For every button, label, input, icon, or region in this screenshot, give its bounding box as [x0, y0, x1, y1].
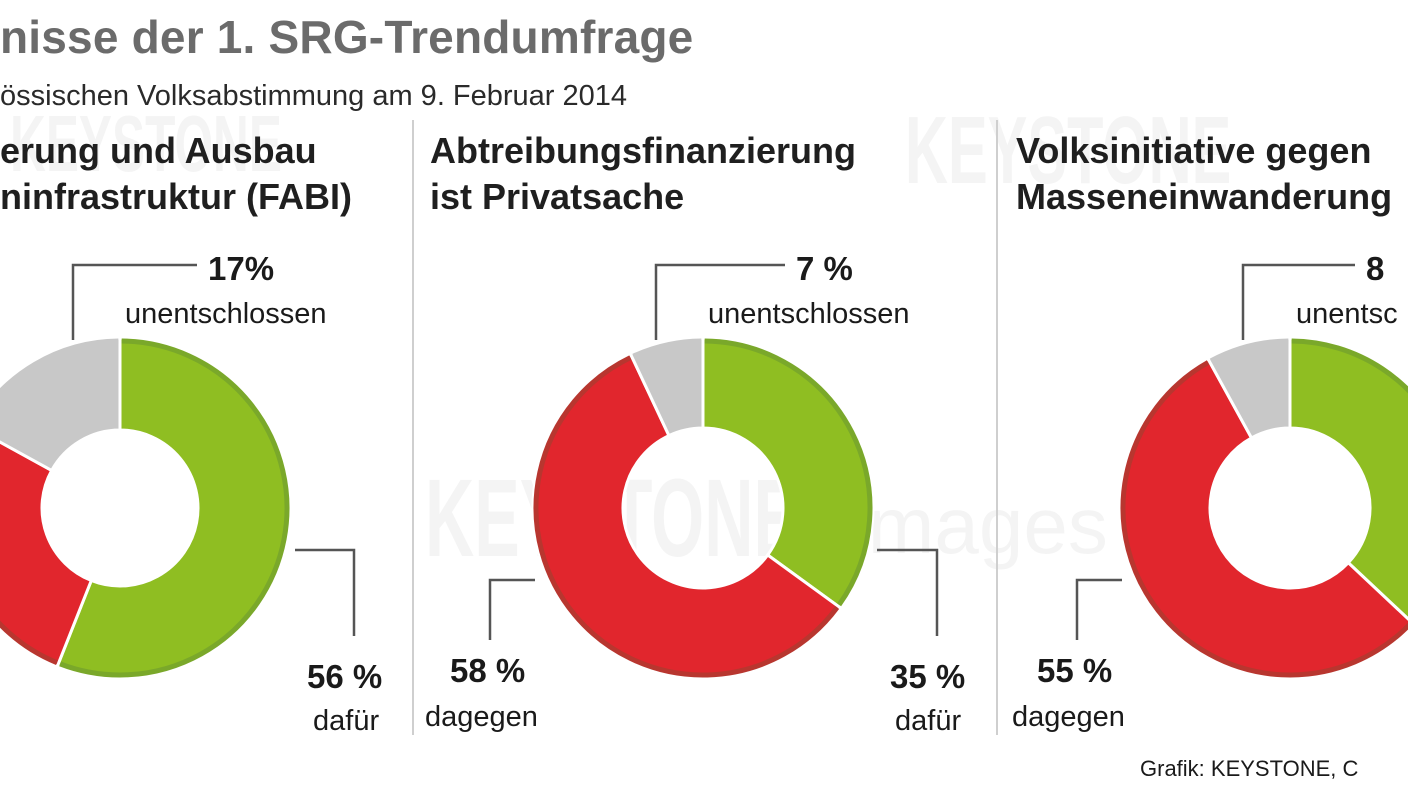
slice-unentschlossen-1	[0, 336, 122, 473]
slice-dagegen-3	[1118, 356, 1408, 680]
panel-1-title-line-2: ninfrastruktur (FABI)	[0, 176, 353, 217]
panel-3-title: Volksinitiative gegen Masseneinwanderung	[1016, 128, 1392, 220]
pct-unentschlossen-2: 7 %	[796, 250, 853, 287]
leader-line-dafuer-1	[295, 548, 356, 636]
pct-unentschlossen-3: 8	[1366, 250, 1384, 287]
label-dagegen-2: dagegen	[425, 701, 538, 733]
slice-dafuer-3	[1288, 336, 1408, 621]
pct-unentschlossen-1: 17%	[208, 250, 274, 287]
panel-2-title: Abtreibungsfinanzierung ist Privatsache	[430, 128, 856, 220]
panel-divider-1	[412, 120, 414, 735]
slice-rim-dagegen-2	[533, 355, 840, 678]
leader-line-dafuer-2	[877, 548, 939, 636]
pct-dagegen-2: 58 %	[450, 652, 525, 689]
label-dagegen-3: dagegen	[1012, 701, 1125, 733]
panel-divider-2	[996, 120, 998, 735]
label-dafuer-1: dafür	[313, 705, 379, 737]
label-unentschlossen-1: unentschlossen	[125, 298, 327, 330]
donut-chart-3: 8 unentsc 55 % dagegen	[1012, 250, 1408, 733]
pct-dafuer-1: 56 %	[307, 658, 382, 695]
slice-unentschlossen-3	[1206, 336, 1292, 440]
slice-dafuer-2	[701, 336, 875, 611]
leader-line-unentschlossen-1	[71, 263, 197, 340]
label-unentschlossen-2: unentschlossen	[708, 298, 910, 330]
slice-rim-unentschlossen-3	[1209, 338, 1289, 364]
pct-dafuer-2: 35 %	[890, 658, 965, 695]
slice-rim-dafuer-3	[1291, 338, 1408, 394]
panel-3-title-line-2: Masseneinwanderung	[1016, 176, 1393, 217]
panel-2-title-line-1: Abtreibungsfinanzierung	[430, 130, 856, 171]
page-title: nisse der 1. SRG-Trendumfrage	[0, 11, 694, 63]
slice-rim-unentschlossen-1	[0, 338, 119, 396]
slice-rim-dafuer-1	[59, 338, 290, 678]
slice-rim-dagegen-1	[0, 620, 58, 665]
page-subtitle: össischen Volksabstimmung am 9. Februar …	[0, 80, 628, 112]
leader-line-dagegen-2	[488, 578, 535, 640]
leader-line-unentschlossen-2	[654, 263, 785, 340]
slice-rim-unentschlossen-2	[632, 338, 702, 359]
slice-dagegen-1	[0, 440, 94, 669]
slice-rim-dagegen-3	[1120, 360, 1408, 678]
slice-rim-dafuer-2	[704, 338, 873, 607]
leader-line-unentschlossen-3	[1241, 263, 1355, 340]
donut-chart-1: 17% unentschlossen 56 % dafür	[0, 250, 382, 737]
donut-chart-2: 7 % unentschlossen 58 % dagegen 35 % daf…	[425, 250, 965, 737]
slice-dagegen-2	[531, 352, 843, 680]
slice-dafuer-1	[55, 336, 292, 680]
source-credit: Grafik: KEYSTONE, C	[1140, 756, 1359, 781]
panel-3-title-line-1: Volksinitiative gegen	[1016, 130, 1372, 171]
label-unentschlossen-3: unentsc	[1296, 298, 1398, 330]
pct-dagegen-3: 55 %	[1037, 652, 1112, 689]
panel-2-title-line-2: ist Privatsache	[430, 176, 685, 217]
label-dafuer-2: dafür	[895, 705, 961, 737]
slice-unentschlossen-2	[628, 336, 705, 438]
leader-line-dagegen-3	[1075, 578, 1122, 640]
panel-1-title: erung und Ausbau ninfrastruktur (FABI)	[0, 128, 352, 220]
panel-1-title-line-1: erung und Ausbau	[0, 130, 317, 171]
